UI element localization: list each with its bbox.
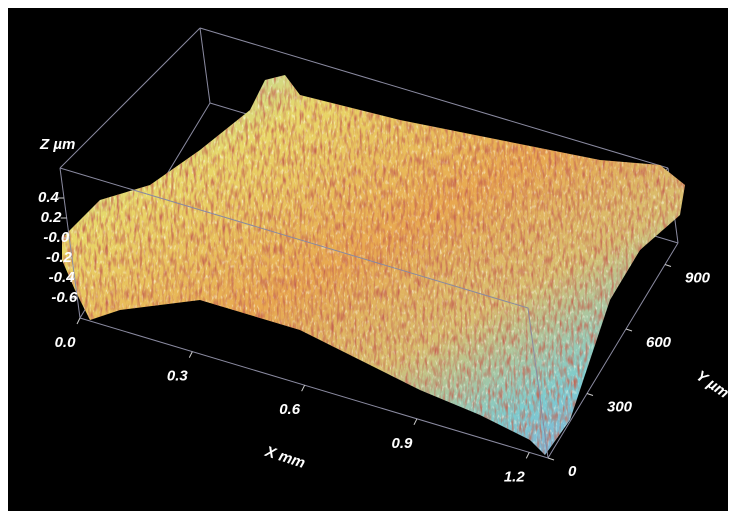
- z-tick-label: 0.4: [38, 189, 60, 206]
- z-tick-label: -0.6: [51, 289, 78, 306]
- z-tick-label: -0.0: [43, 229, 70, 246]
- y-tick-label: 300: [607, 398, 633, 415]
- z-axis-label: Z µm: [39, 136, 75, 153]
- x-tick-label: 0.6: [279, 401, 301, 418]
- y-tick-label: 0: [568, 463, 577, 480]
- x-tick-label: 0.0: [55, 334, 77, 351]
- y-tick-label: 900: [685, 269, 711, 286]
- y-tick-label: 600: [646, 334, 672, 351]
- x-tick-label: 0.3: [167, 368, 189, 385]
- chart: 0.0 0.3 0.6 0.9 1.2 0 300 600 900 0.4 0.2 -0.0 -0.2 -…: [0, 0, 736, 519]
- z-tick-label: -0.2: [46, 249, 73, 266]
- x-tick-label: 0.9: [392, 435, 414, 452]
- x-tick-label: 1.2: [504, 468, 526, 485]
- z-tick-label: 0.2: [41, 209, 63, 226]
- z-tick-label: -0.4: [49, 269, 76, 286]
